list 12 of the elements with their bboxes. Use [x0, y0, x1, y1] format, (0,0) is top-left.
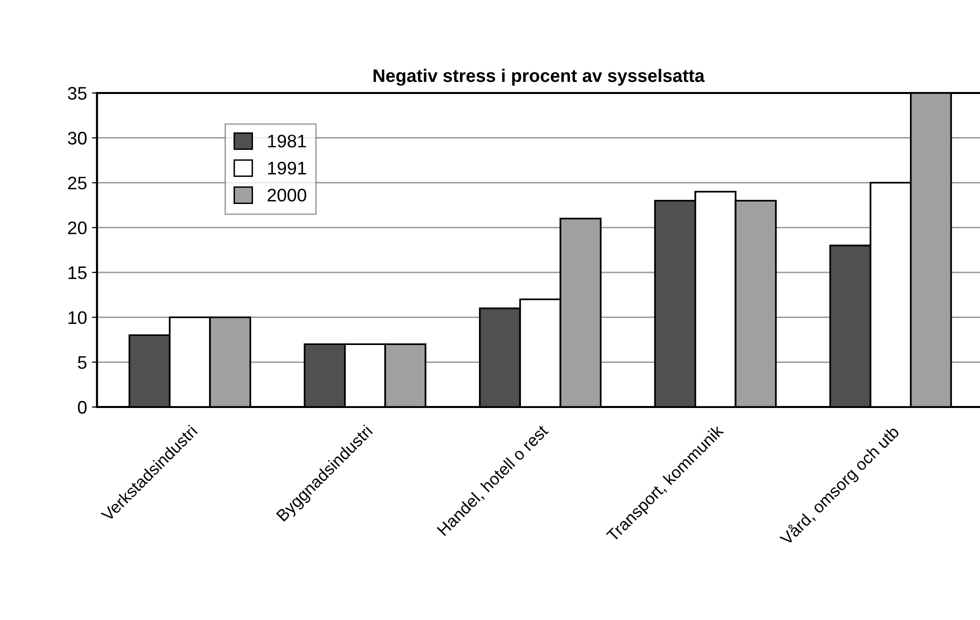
legend-label: 2000 [268, 188, 306, 202]
y-tick-label: 25 [68, 176, 87, 190]
y-tick-label: 15 [68, 266, 87, 280]
chart-title: Negativ stress i procent av sysselsatta [374, 68, 705, 86]
legend-label: 1991 [268, 162, 306, 175]
y-tick-label: 20 [68, 222, 87, 234]
y-tick-label: 35 [68, 86, 87, 100]
legend-label: 1981 [268, 134, 306, 148]
y-tick-label: 5 [78, 356, 87, 369]
y-tick-label: 0 [78, 400, 87, 414]
y-tick-label: 30 [68, 132, 87, 145]
y-tick-label: 10 [68, 311, 87, 324]
